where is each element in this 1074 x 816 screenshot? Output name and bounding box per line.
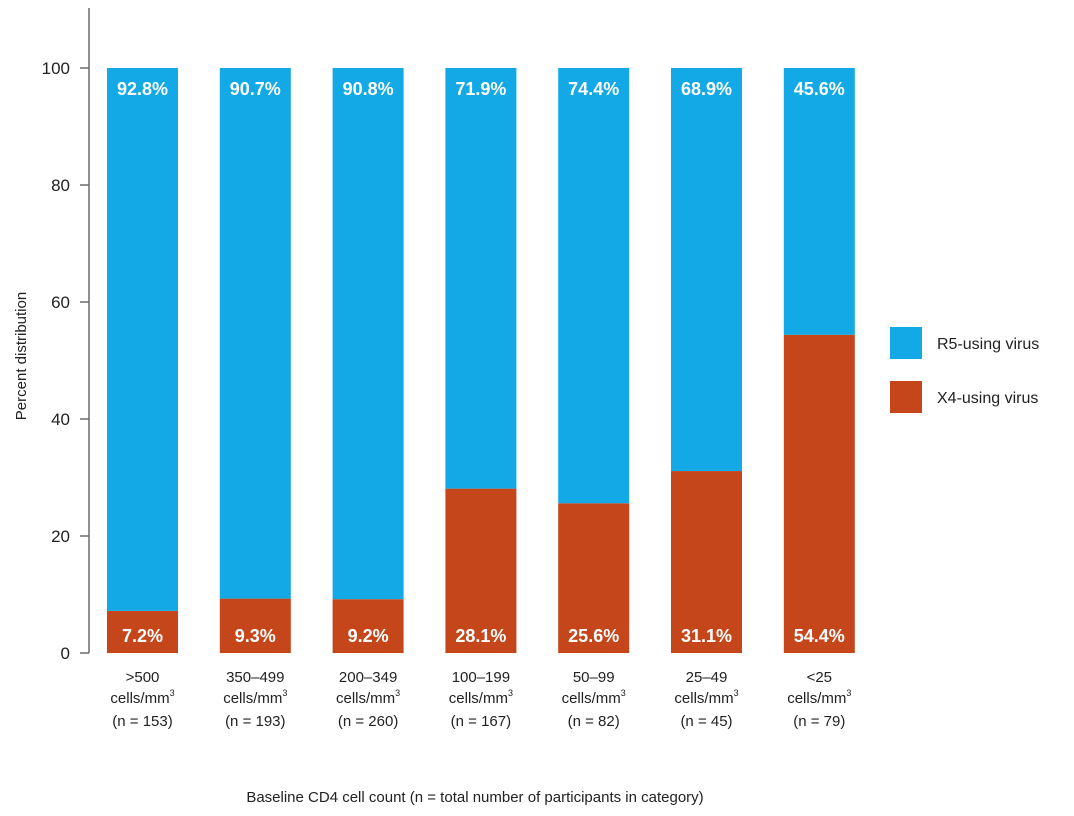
data-label-r5-4: 74.4% xyxy=(568,79,619,99)
category-label-range-0: >500 xyxy=(126,669,160,686)
category-label-n-5: (n = 45) xyxy=(680,713,732,730)
bar-r5-5 xyxy=(671,68,742,472)
bar-x4-5 xyxy=(671,471,742,653)
bar-x4-2 xyxy=(332,599,404,653)
data-label-x4-4: 25.6% xyxy=(568,626,619,646)
data-label-r5-2: 90.8% xyxy=(343,79,394,99)
category-label-n-6: (n = 79) xyxy=(793,713,845,730)
data-label-r5-3: 71.9% xyxy=(455,79,506,99)
y-tick-label-0: 0 xyxy=(61,644,70,663)
bar-x4-0 xyxy=(107,610,178,653)
category-label-range-4: 50–99 xyxy=(573,669,615,686)
bar-r5-1 xyxy=(219,68,291,599)
category-label-unit-3: cells/mm3 xyxy=(449,688,513,707)
bar-x4-3 xyxy=(445,488,517,653)
legend-swatch-0 xyxy=(890,327,922,359)
category-label-range-2: 200–349 xyxy=(339,669,397,686)
legend-label-0: R5-using virus xyxy=(937,336,1039,353)
data-label-r5-6: 45.6% xyxy=(794,79,845,99)
category-label-unit-5: cells/mm3 xyxy=(674,688,738,707)
y-tick-label-1: 20 xyxy=(51,527,70,546)
data-label-x4-6: 54.4% xyxy=(794,626,845,646)
bar-x4-6 xyxy=(783,334,855,653)
data-label-x4-1: 9.3% xyxy=(235,626,276,646)
category-label-unit-0: cells/mm3 xyxy=(110,688,174,707)
category-label-unit-6: cells/mm3 xyxy=(787,688,851,707)
y-tick-label-4: 80 xyxy=(51,176,70,195)
category-label-range-6: <25 xyxy=(807,669,832,686)
category-label-n-3: (n = 167) xyxy=(451,713,511,730)
data-label-x4-0: 7.2% xyxy=(122,626,163,646)
category-label-unit-2: cells/mm3 xyxy=(336,688,400,707)
category-label-n-0: (n = 153) xyxy=(112,713,172,730)
bar-r5-4 xyxy=(558,68,630,504)
data-label-r5-1: 90.7% xyxy=(230,79,281,99)
data-label-r5-0: 92.8% xyxy=(117,79,168,99)
bar-r5-2 xyxy=(332,68,404,600)
bar-x4-1 xyxy=(219,598,291,653)
x-category-labels: >500 cells/mm3 (n = 153) 350–499 cells/mm3 (n… xyxy=(110,669,851,730)
y-tick-label-2: 40 xyxy=(51,410,70,429)
category-label-range-5: 25–49 xyxy=(686,669,728,686)
data-label-x4-2: 9.2% xyxy=(348,626,389,646)
data-label-r5-5: 68.9% xyxy=(681,79,732,99)
category-label-range-3: 100–199 xyxy=(452,669,510,686)
bar-r5-6 xyxy=(783,68,855,335)
data-label-x4-3: 28.1% xyxy=(455,626,506,646)
bar-x4-4 xyxy=(558,503,630,653)
category-label-unit-4: cells/mm3 xyxy=(562,688,626,707)
category-label-n-1: (n = 193) xyxy=(225,713,285,730)
legend-label-1: X4-using virus xyxy=(937,390,1038,407)
x-axis-label: Baseline CD4 cell count (n = total numbe… xyxy=(246,789,703,806)
category-label-n-4: (n = 82) xyxy=(568,713,620,730)
category-label-n-2: (n = 260) xyxy=(338,713,398,730)
y-tick-label-3: 60 xyxy=(51,293,70,312)
category-label-unit-1: cells/mm3 xyxy=(223,688,287,707)
legend-swatch-1 xyxy=(890,381,922,413)
y-ticks: 0 20 40 60 80 100 xyxy=(42,59,89,663)
bars-layer xyxy=(107,68,855,653)
category-label-range-1: 350–499 xyxy=(226,669,284,686)
data-label-x4-5: 31.1% xyxy=(681,626,732,646)
data-labels-layer: 92.8% 7.2% 90.7% 9.3% 90.8% 9.2% 71.9% 28.1% 74.… xyxy=(117,79,845,646)
bar-r5-3 xyxy=(445,68,517,489)
bar-r5-0 xyxy=(107,68,178,611)
y-tick-label-5: 100 xyxy=(42,59,70,78)
y-axis-label: Percent distribution xyxy=(13,292,30,420)
legend: R5-using virus X4-using virus xyxy=(890,327,1039,413)
